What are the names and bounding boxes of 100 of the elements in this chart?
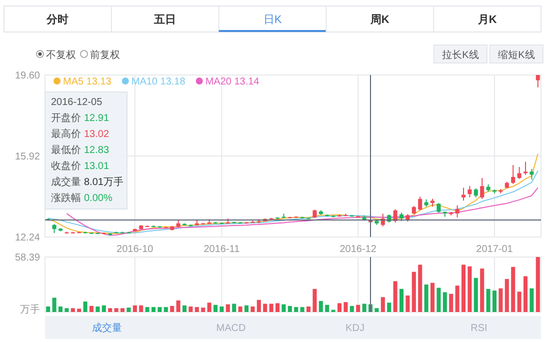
candlestick xyxy=(455,204,460,218)
bar xyxy=(511,266,516,312)
bar xyxy=(182,305,187,312)
x-tick-label: 2016-11 xyxy=(204,244,240,255)
bar xyxy=(294,307,298,312)
bar xyxy=(170,306,174,312)
bar xyxy=(300,307,304,312)
legend-label: MA20 13.14 xyxy=(205,76,260,88)
bar xyxy=(387,302,392,312)
legend-label: MA5 13.13 xyxy=(63,76,112,88)
bar xyxy=(374,308,379,312)
bar xyxy=(275,303,280,312)
annotation: 涨跌幅 0.00% xyxy=(51,192,112,204)
text: RSI xyxy=(470,323,488,334)
bar xyxy=(213,304,218,312)
bar xyxy=(46,306,50,312)
candlestick xyxy=(474,188,478,198)
bar xyxy=(256,300,261,312)
bar xyxy=(468,266,472,312)
bar xyxy=(250,306,255,312)
candlestick xyxy=(461,187,466,202)
candlestick xyxy=(468,185,472,198)
candlestick xyxy=(536,74,540,88)
bar xyxy=(282,304,286,312)
y-tick-label: 12.24 xyxy=(14,232,40,244)
bar xyxy=(517,292,522,312)
bar xyxy=(244,305,249,312)
annotation: 最低价 12.83 xyxy=(51,144,110,156)
bar xyxy=(536,257,540,312)
x-tick-label: 2016-10 xyxy=(116,244,154,255)
candlestick xyxy=(480,178,484,200)
bar xyxy=(498,288,503,312)
bar xyxy=(412,272,416,312)
bar xyxy=(58,306,63,312)
bar xyxy=(164,307,168,312)
bar xyxy=(399,288,404,312)
bar xyxy=(151,307,156,312)
bar xyxy=(442,292,447,312)
button: 缩短K线 xyxy=(490,44,544,64)
bar xyxy=(356,304,360,312)
bar xyxy=(325,304,330,312)
bar xyxy=(449,294,454,312)
bar xyxy=(306,306,311,312)
bar xyxy=(70,308,75,312)
bar xyxy=(77,308,82,312)
period-tabs: 分时 五日 日K 周K 月K xyxy=(4,6,542,32)
candlestick xyxy=(436,202,441,214)
bar xyxy=(207,302,212,312)
bar xyxy=(263,304,268,312)
bar xyxy=(418,264,422,312)
candlestick xyxy=(511,164,516,184)
bar xyxy=(492,290,497,312)
bar xyxy=(83,302,88,312)
bar xyxy=(380,297,385,312)
bar xyxy=(126,308,131,312)
candlestick xyxy=(523,161,528,176)
annotation: 开盘价 12.91 xyxy=(51,112,110,124)
bar xyxy=(114,308,118,312)
bar xyxy=(238,306,242,312)
annotation: 收盘价 13.01 xyxy=(51,160,110,172)
bar xyxy=(64,308,69,312)
bar xyxy=(139,305,144,312)
candlestick xyxy=(418,196,422,211)
bar xyxy=(232,304,236,312)
bar xyxy=(318,301,323,312)
bar xyxy=(486,288,490,312)
text: 成交量 xyxy=(92,322,122,334)
bar xyxy=(188,306,193,312)
text: MACD xyxy=(216,323,246,334)
bar xyxy=(220,306,224,312)
y-tick-label: 19.60 xyxy=(14,70,40,82)
bar xyxy=(96,306,100,312)
button: 拉长K线 xyxy=(434,44,488,64)
bar xyxy=(504,279,509,312)
bar xyxy=(288,306,292,312)
text: 不复权 xyxy=(46,49,76,61)
text: KDJ xyxy=(346,323,364,334)
candlestick xyxy=(517,166,522,180)
bar xyxy=(269,304,274,312)
text: 58.39 xyxy=(14,252,40,264)
bar xyxy=(89,306,94,312)
bar xyxy=(362,304,366,312)
bar xyxy=(461,264,466,312)
bar xyxy=(120,308,125,312)
candlestick xyxy=(530,168,534,180)
bar xyxy=(480,268,484,312)
text: 前复权 xyxy=(90,49,120,61)
annotation: 最高价 13.02 xyxy=(51,128,110,140)
bar xyxy=(102,305,106,312)
bar xyxy=(145,307,150,312)
bar xyxy=(436,288,441,312)
bar xyxy=(201,308,206,312)
bar xyxy=(344,302,348,312)
bar xyxy=(194,307,199,312)
x-tick-label: 2016-12 xyxy=(340,244,377,255)
bar xyxy=(176,300,180,312)
bar xyxy=(474,278,478,312)
y-tick-label: 15.92 xyxy=(14,152,40,162)
bar xyxy=(312,288,317,312)
bar xyxy=(424,284,428,312)
